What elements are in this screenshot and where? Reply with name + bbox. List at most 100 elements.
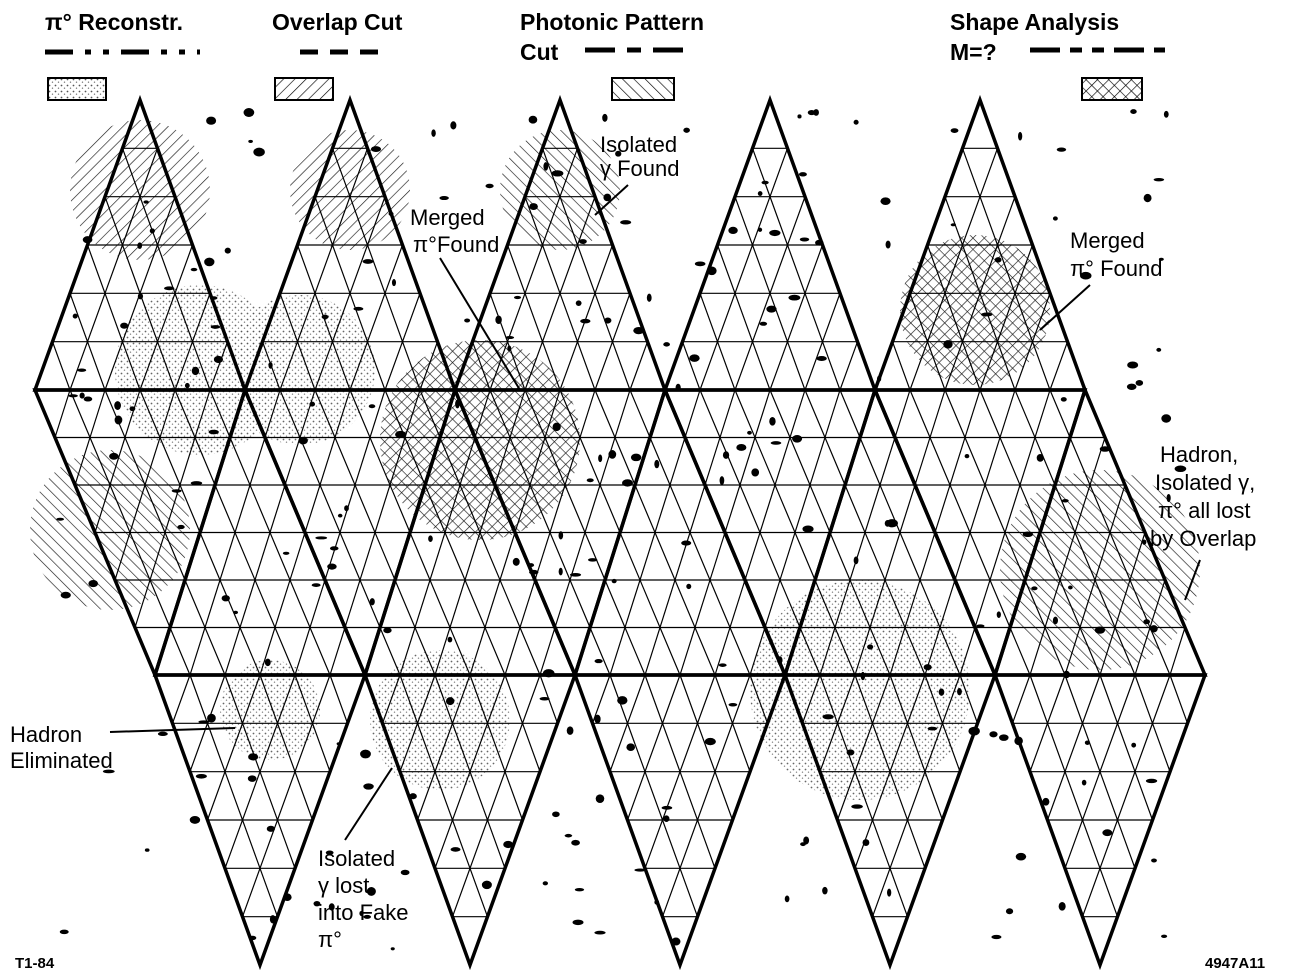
hit: [395, 431, 406, 438]
hit: [736, 444, 746, 451]
arrow: [345, 768, 392, 840]
grid-line: [610, 438, 685, 676]
hit: [570, 573, 581, 577]
hit: [815, 240, 823, 246]
hit: [145, 848, 150, 851]
grid-line: [620, 533, 680, 676]
annotation: π°Found: [413, 232, 499, 257]
hit: [1037, 454, 1044, 462]
hit: [608, 450, 616, 459]
grid-line: [753, 148, 841, 390]
hit: [248, 753, 258, 760]
hit: [705, 738, 716, 745]
hit: [196, 774, 207, 779]
hit: [928, 727, 938, 731]
hit: [268, 362, 272, 369]
hit: [854, 557, 859, 565]
hit: [88, 580, 98, 587]
annotation: Isolated: [318, 846, 395, 871]
grid-line: [1048, 675, 1101, 820]
annotation: π° all lost: [1158, 498, 1250, 523]
hit: [248, 140, 253, 143]
hit: [540, 697, 550, 701]
hit: [192, 367, 199, 375]
hit: [622, 479, 633, 486]
hit: [633, 327, 644, 334]
hit: [68, 394, 78, 397]
hit: [210, 296, 218, 300]
hit: [576, 300, 582, 306]
grid-line: [170, 628, 190, 676]
grid-line: [593, 675, 611, 723]
hit: [495, 315, 501, 324]
hit: [1031, 586, 1037, 590]
hit: [138, 293, 143, 299]
hit: [1085, 740, 1090, 744]
hit: [808, 110, 816, 115]
hit: [529, 116, 538, 124]
hit: [1062, 499, 1069, 503]
hit: [671, 938, 680, 946]
hit: [1014, 737, 1023, 745]
grid-line: [683, 342, 701, 390]
hit: [654, 900, 659, 905]
hit: [1061, 397, 1067, 401]
hit: [1161, 935, 1167, 938]
hit: [747, 431, 752, 435]
calorimeter-net: [30, 100, 1205, 965]
hit: [612, 579, 617, 583]
hit: [177, 525, 184, 529]
hit: [312, 583, 321, 587]
annotation: Isolated γ,: [1155, 470, 1255, 495]
hit: [392, 279, 396, 286]
hit: [164, 286, 174, 290]
hit: [130, 406, 136, 411]
shower-region: [225, 295, 375, 445]
hit: [244, 108, 255, 117]
hit: [594, 931, 605, 935]
hit: [886, 519, 898, 527]
hit: [766, 306, 776, 313]
hit: [676, 384, 681, 392]
legend-swatch: [612, 78, 674, 100]
grid-line: [680, 675, 733, 820]
hit: [695, 261, 706, 266]
hit: [723, 451, 729, 459]
legend-label: π° Reconstr.: [45, 9, 183, 35]
hit: [681, 540, 691, 545]
legend: [45, 50, 1165, 100]
grid-line: [1013, 675, 1031, 723]
hit: [353, 307, 363, 311]
hit: [401, 870, 410, 875]
grid-line: [53, 342, 71, 390]
hit: [1063, 671, 1070, 678]
hit: [225, 248, 231, 254]
hit: [631, 454, 641, 462]
hit: [369, 404, 376, 408]
hit: [158, 732, 168, 736]
hit: [360, 750, 371, 759]
annotation: Hadron,: [1160, 442, 1238, 467]
annotation: into Fake: [318, 900, 409, 925]
hit: [80, 392, 85, 398]
hit: [283, 893, 292, 901]
hit: [620, 220, 631, 224]
hit: [861, 672, 865, 680]
hit: [1142, 539, 1146, 544]
hit: [822, 887, 827, 895]
hit: [559, 531, 564, 539]
hit: [543, 162, 548, 171]
annotation: Hadron: [10, 722, 82, 747]
hit: [1156, 348, 1161, 352]
hit: [863, 839, 870, 846]
hit: [552, 170, 564, 176]
hit: [729, 703, 738, 706]
hit: [951, 223, 956, 226]
hit: [580, 319, 590, 324]
annotation: γ lost: [318, 873, 369, 898]
hit: [450, 121, 456, 129]
annotation: Merged: [410, 205, 485, 230]
hit: [1127, 384, 1137, 390]
hit: [1068, 585, 1073, 589]
hit: [602, 114, 607, 122]
